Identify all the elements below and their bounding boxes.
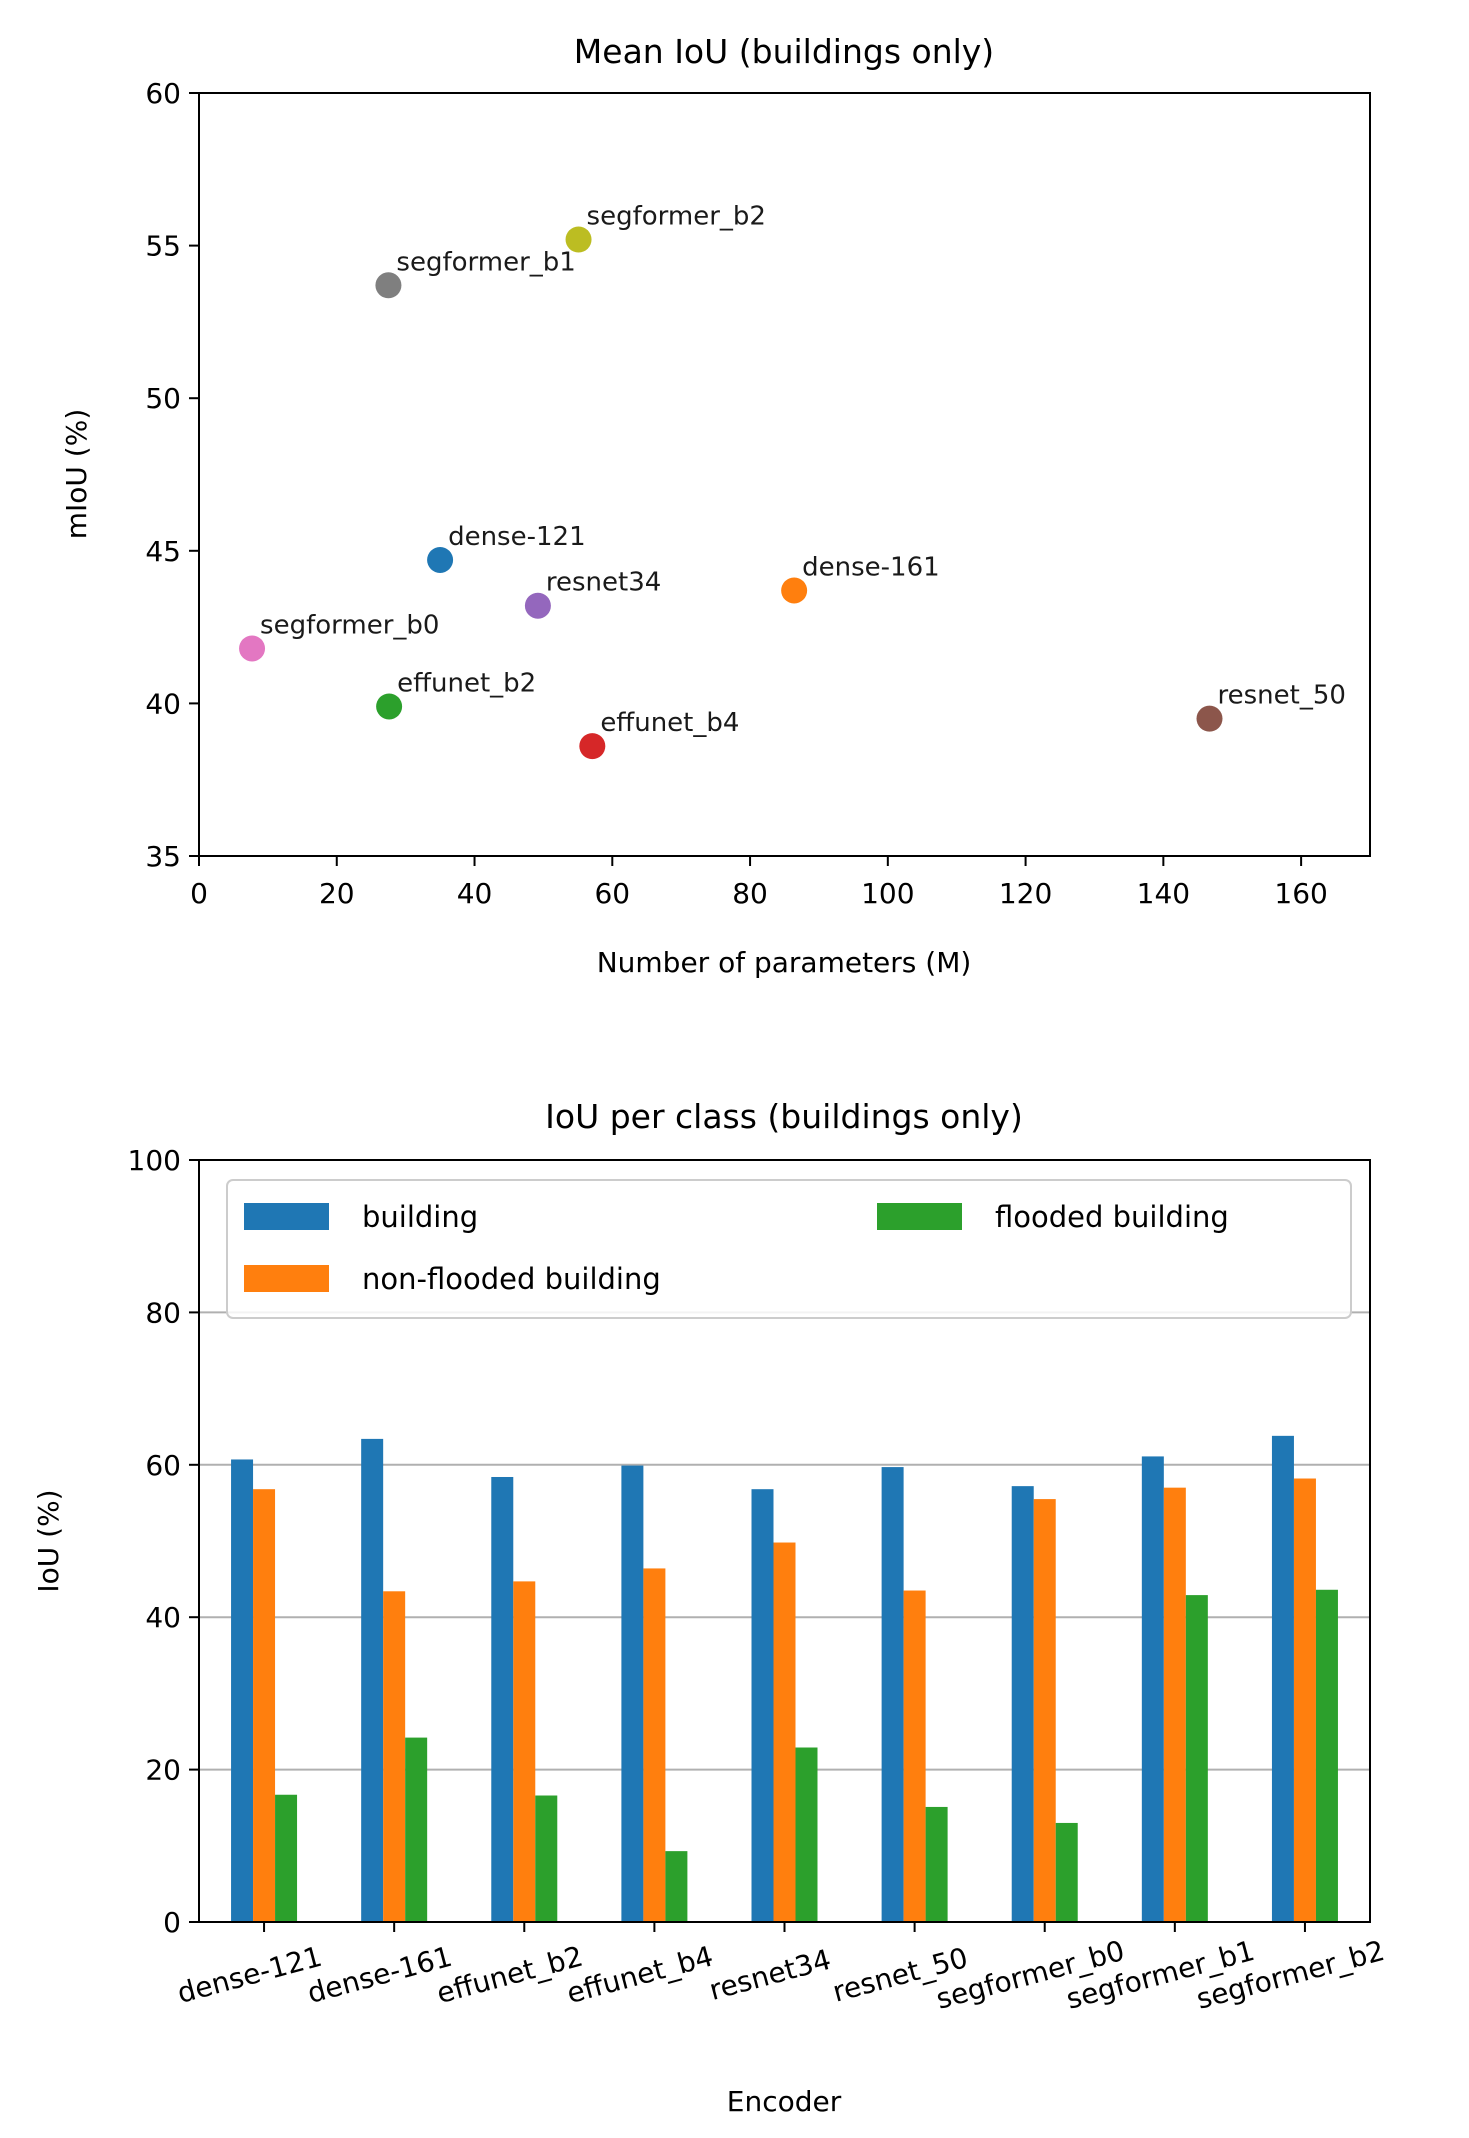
bar-x-label: Encoder (727, 2085, 842, 2118)
bar-x-tick-label: effunet_b4 (563, 1939, 716, 2010)
bar-building-segformer_b1 (1141, 1456, 1164, 1922)
scatter-point-segformer_b1 (375, 272, 402, 299)
bar-non-flooded-building-dense-121 (253, 1489, 276, 1922)
legend-label-building: building (362, 1200, 478, 1234)
scatter-point-dense-161 (781, 577, 808, 604)
scatter-point-segformer_b0 (239, 635, 266, 662)
bar-building-effunet_b2 (491, 1476, 514, 1922)
bar-building-dense-121 (231, 1459, 254, 1922)
scatter-y-tick-label: 40 (145, 687, 181, 720)
scatter-point-label-effunet_b2: effunet_b2 (397, 668, 536, 698)
scatter-y-tick-label: 35 (145, 840, 181, 873)
bar-flooded-building-resnet_50 (925, 1806, 948, 1922)
bar-non-flooded-building-effunet_b2 (513, 1581, 536, 1922)
bar-bars (231, 1435, 1338, 1922)
bar-non-flooded-building-effunet_b4 (643, 1568, 666, 1922)
scatter-point-label-segformer_b0: segformer_b0 (260, 610, 439, 640)
bar-title: IoU per class (buildings only) (545, 1097, 1023, 1136)
scatter-point-effunet_b4 (579, 733, 606, 760)
bar-flooded-building-dense-161 (405, 1737, 428, 1922)
bar-plot-frame (198, 1159, 1371, 1923)
scatter-point-resnet_50 (1196, 705, 1223, 732)
legend-swatch-non-flooded (244, 1265, 329, 1292)
scatter-point-label-effunet_b4: effunet_b4 (600, 708, 739, 738)
scatter-x-tick-label: 0 (190, 877, 208, 910)
bar-y-ticks: 0 20 40 60 80 100 (128, 1144, 199, 1939)
bar-y-tick-label: 60 (145, 1449, 181, 1482)
bar-flooded-building-segformer_b1 (1185, 1595, 1208, 1922)
scatter-point-label-resnet34: resnet34 (546, 568, 661, 598)
bar-x-tick-label: effunet_b2 (433, 1939, 586, 2010)
bar-y-tick-label: 100 (128, 1144, 181, 1177)
bar-y-tick-label: 40 (145, 1601, 181, 1634)
bar-building-resnet_50 (881, 1467, 904, 1922)
bar-flooded-building-segformer_b0 (1055, 1822, 1078, 1922)
bar-building-effunet_b4 (621, 1465, 644, 1922)
scatter-title: Mean IoU (buildings only) (574, 32, 994, 71)
bar-non-flooded-building-resnet34 (773, 1542, 796, 1922)
bar-legend: building non-flooded building flooded bu… (226, 1179, 1352, 1319)
scatter-x-label: Number of parameters (M) (597, 946, 972, 979)
bar-non-flooded-building-segformer_b0 (1033, 1499, 1056, 1922)
bar-x-tick-label: dense-161 (304, 1940, 456, 2010)
bar-building-dense-161 (361, 1438, 384, 1922)
scatter-point-effunet_b2 (376, 693, 403, 720)
scatter-x-tick-label: 120 (999, 877, 1052, 910)
bar-non-flooded-building-resnet_50 (903, 1590, 926, 1922)
scatter-point-label-segformer_b2: segformer_b2 (587, 201, 766, 231)
bar-non-flooded-building-segformer_b1 (1163, 1487, 1186, 1922)
bar-x-tick-label: resnet34 (706, 1943, 835, 2007)
scatter-x-tick-label: 20 (319, 877, 355, 910)
scatter-plot-frame (198, 92, 1371, 857)
scatter-point-segformer_b2 (565, 226, 592, 253)
bar-non-flooded-building-segformer_b2 (1293, 1478, 1316, 1922)
scatter-point-dense-121 (427, 546, 454, 573)
scatter-points: dense-121 dense-161 effunet_b2 effunet_b4 re… (239, 201, 1346, 760)
bar-x-tick-label: dense-121 (174, 1940, 326, 2010)
legend-swatch-flooded (877, 1203, 962, 1230)
scatter-point-label-dense-121: dense-121 (448, 522, 586, 552)
bar-flooded-building-effunet_b2 (535, 1795, 558, 1922)
legend-frame (226, 1179, 1352, 1319)
scatter-point-label-dense-161: dense-161 (802, 552, 940, 582)
bar-flooded-building-resnet34 (795, 1747, 818, 1922)
bar-x-ticks: dense-121dense-161effunet_b2effunet_b4re… (174, 1922, 1388, 2016)
legend-label-flooded: flooded building (995, 1200, 1229, 1234)
bar-flooded-building-segformer_b2 (1315, 1589, 1338, 1922)
bar-y-tick-label: 20 (145, 1754, 181, 1787)
scatter-x-tick-label: 60 (594, 877, 630, 910)
bar-building-segformer_b0 (1011, 1486, 1034, 1922)
scatter-y-tick-label: 55 (145, 230, 181, 263)
scatter-point-label-resnet_50: resnet_50 (1218, 681, 1346, 711)
scatter-y-tick-label: 50 (145, 382, 181, 415)
scatter-chart: Mean IoU (buildings only) 35 40 45 50 55 60 0… (60, 32, 1371, 979)
bar-building-resnet34 (751, 1489, 774, 1922)
scatter-x-tick-label: 160 (1274, 877, 1327, 910)
bar-flooded-building-dense-121 (275, 1794, 298, 1922)
scatter-point-resnet34 (524, 592, 551, 619)
scatter-point-label-segformer_b1: segformer_b1 (396, 247, 575, 277)
scatter-x-tick-label: 140 (1137, 877, 1190, 910)
scatter-y-tick-label: 45 (145, 535, 181, 568)
scatter-y-label: mIoU (%) (60, 409, 93, 540)
scatter-x-tick-label: 40 (457, 877, 493, 910)
bar-building-segformer_b2 (1271, 1435, 1294, 1922)
scatter-x-tick-label: 100 (861, 877, 914, 910)
bar-non-flooded-building-dense-161 (383, 1591, 406, 1922)
bar-y-label: IoU (%) (32, 1489, 65, 1592)
scatter-x-ticks: 0 20 40 60 80 100 120 140 160 (190, 856, 1328, 910)
bar-y-tick-label: 80 (145, 1296, 181, 1329)
legend-swatch-building (244, 1203, 329, 1230)
scatter-y-ticks: 35 40 45 50 55 60 (145, 77, 199, 873)
bar-flooded-building-effunet_b4 (665, 1851, 688, 1922)
legend-label-non-flooded: non-flooded building (362, 1262, 661, 1296)
bar-y-tick-label: 0 (163, 1906, 181, 1939)
scatter-y-tick-label: 60 (145, 77, 181, 110)
bar-chart: IoU per class (buildings only) 0 20 40 60 80… (32, 1097, 1388, 2118)
scatter-x-tick-label: 80 (732, 877, 768, 910)
